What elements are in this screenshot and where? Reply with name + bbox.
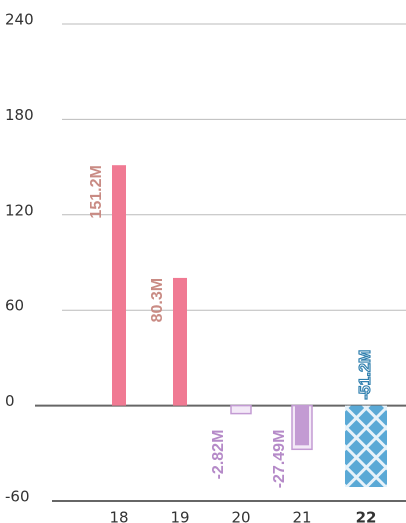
bar <box>345 405 387 488</box>
value-label: 80.3M <box>149 278 166 322</box>
y-tick-label: 180 <box>5 106 34 124</box>
value-label: -2.82M <box>210 430 227 480</box>
x-tick-label: 19 <box>170 509 189 523</box>
y-tick-label: 60 <box>5 297 24 315</box>
bar <box>230 404 252 415</box>
bar <box>112 165 126 406</box>
value-label: -27.49M <box>271 430 288 489</box>
bar-inner <box>295 405 309 446</box>
y-tick-label: -60 <box>5 488 30 506</box>
y-tick-label: 120 <box>5 201 34 219</box>
y-tick-label: 0 <box>5 392 15 410</box>
y-tick-label: 240 <box>5 11 34 29</box>
x-tick-label: 21 <box>292 509 311 523</box>
value-label: 151.2M <box>88 165 105 218</box>
value-label: -51.2M <box>357 350 374 400</box>
bar <box>173 277 187 406</box>
x-tick-label: 18 <box>109 509 128 523</box>
x-tick-label: 22 <box>356 509 377 523</box>
x-tick-label: 20 <box>231 509 250 523</box>
